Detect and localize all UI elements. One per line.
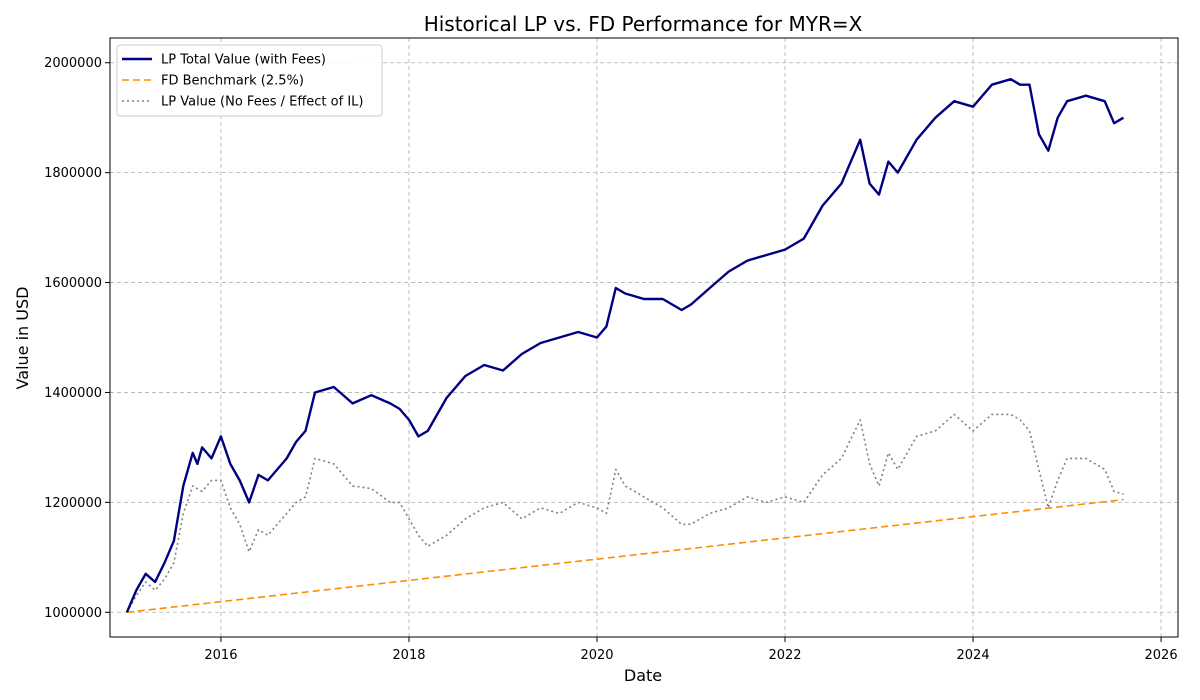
x-tick-label: 2018 bbox=[392, 648, 425, 663]
y-axis: 1000000 1200000 1400000 1600000 1800000 20000… bbox=[44, 56, 110, 621]
legend: LP Total Value (with Fees) FD Benchmark (… bbox=[116, 44, 383, 117]
y-tick-label: 1200000 bbox=[44, 496, 102, 511]
y-tick-label: 1800000 bbox=[44, 166, 102, 181]
legend-label: LP Total Value (with Fees) bbox=[161, 53, 326, 68]
chart-title: Historical LP vs. FD Performance for MYR… bbox=[424, 12, 863, 36]
x-tick-label: 2020 bbox=[580, 648, 613, 663]
y-axis-label: Value in USD bbox=[13, 287, 32, 390]
x-axis-label: Date bbox=[624, 666, 662, 685]
series-group bbox=[125, 77, 1125, 614]
y-tick-label: 1400000 bbox=[44, 386, 102, 401]
series-line bbox=[126, 498, 1124, 614]
x-tick-label: 2024 bbox=[957, 648, 990, 663]
legend-label: LP Value (No Fees / Effect of IL) bbox=[161, 95, 363, 110]
series-line bbox=[125, 77, 1125, 613]
plot-frame bbox=[109, 37, 1179, 638]
x-tick-label: 2026 bbox=[1145, 648, 1178, 663]
legend-box bbox=[116, 44, 383, 117]
series-line bbox=[126, 413, 1124, 613]
x-tick-label: 2016 bbox=[204, 648, 237, 663]
x-tick-label: 2022 bbox=[768, 648, 801, 663]
y-tick-label: 1000000 bbox=[44, 606, 102, 621]
legend-label: FD Benchmark (2.5%) bbox=[161, 74, 304, 89]
y-tick-label: 1600000 bbox=[44, 276, 102, 291]
y-tick-label: 2000000 bbox=[44, 56, 102, 71]
x-axis: 2016 2018 2020 2022 2024 2026 bbox=[204, 637, 1178, 663]
